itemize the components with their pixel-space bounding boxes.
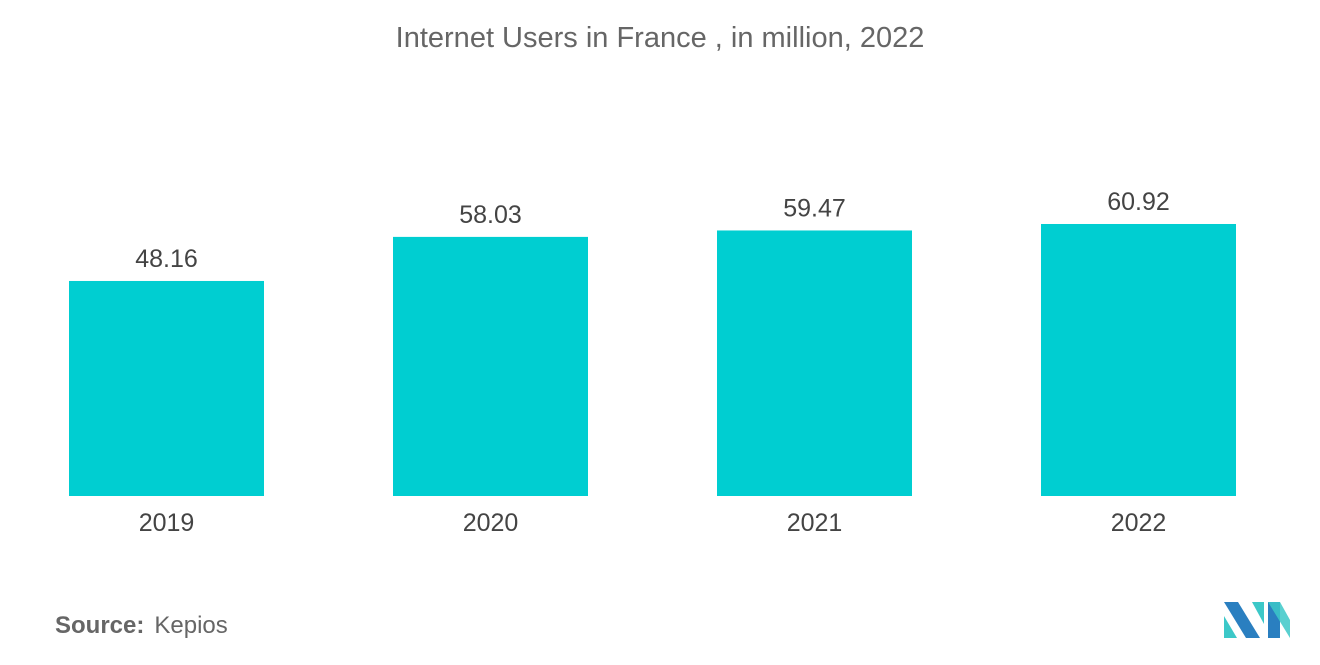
chart-title: Internet Users in France , in million, 2…	[395, 22, 925, 54]
source-note: Source: Kepios	[55, 612, 228, 640]
brand-logo	[1224, 602, 1290, 638]
source-label: Source:	[55, 612, 145, 639]
x-tick-label: 2019	[139, 509, 195, 537]
bar-2021	[717, 230, 912, 497]
data-label: 48.16	[135, 245, 198, 273]
x-tick-label: 2020	[463, 509, 519, 537]
bar-2022	[1041, 223, 1236, 497]
source-value: Kepios	[154, 612, 228, 639]
x-tick-label: 2022	[1111, 509, 1167, 537]
bar-2020	[393, 236, 588, 496]
data-label: 59.47	[783, 194, 846, 222]
data-label: 60.92	[1107, 188, 1170, 216]
data-label: 58.03	[459, 201, 522, 229]
x-tick-label: 2021	[787, 509, 843, 537]
bar-2019	[69, 280, 264, 496]
